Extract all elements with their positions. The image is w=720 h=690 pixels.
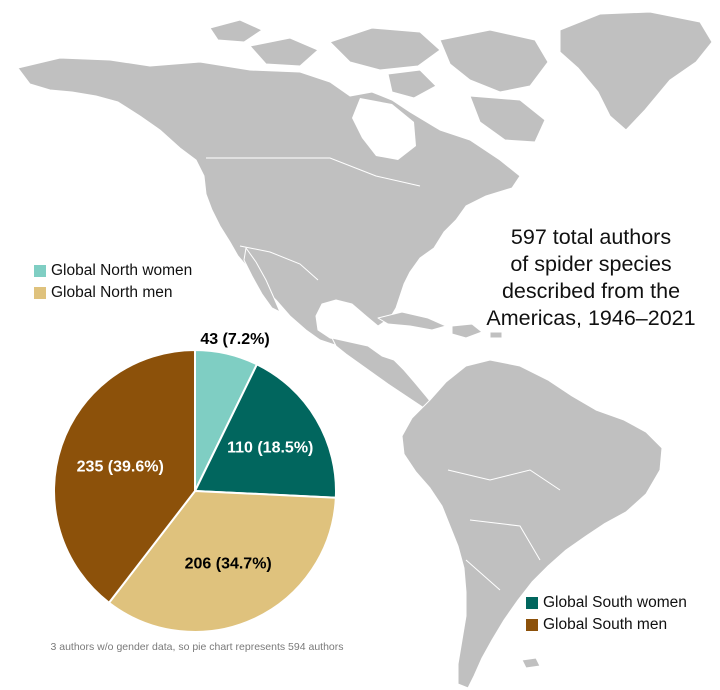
- central-america-shape: [331, 337, 435, 409]
- chart-title: 597 total authors of spider species desc…: [472, 224, 710, 332]
- pie-slice: [53, 348, 196, 605]
- pie-slice: [193, 362, 337, 499]
- pie-chart: 43 (7.2%) 110 (18.5%) 206 (34.7%) 235 (39.6…: [53, 331, 337, 633]
- title-line: Americas, 1946–2021: [486, 306, 696, 330]
- falklands-shape: [521, 657, 541, 669]
- legend-item: Global North women: [34, 260, 192, 282]
- title-line: 597 total authors: [510, 225, 672, 249]
- legend-label: Global South men: [543, 616, 668, 633]
- south-america-borders: [447, 469, 561, 591]
- baja-california-shape: [243, 247, 281, 313]
- arctic-island-shape: [439, 29, 549, 93]
- title-line: of spider species: [510, 252, 672, 276]
- legend-global-north: Global North women Global North men: [34, 260, 192, 304]
- legend-item: Global South women: [526, 592, 687, 614]
- legend-item: Global North men: [34, 282, 192, 304]
- legend-label: Global South women: [543, 594, 687, 611]
- arctic-island-shape: [387, 69, 437, 99]
- legend-global-south: Global South women Global South men: [526, 592, 687, 636]
- puerto-rico-shape: [489, 331, 503, 339]
- south-america-shape: [401, 359, 663, 689]
- legend-item: Global South men: [526, 614, 687, 636]
- us-canada-border: [206, 157, 421, 187]
- hudson-bay-shape: [352, 98, 416, 160]
- title-line: described from the: [501, 279, 681, 303]
- arctic-island-shape: [249, 37, 319, 67]
- legend-label: Global North men: [51, 284, 173, 301]
- arctic-island-shape: [469, 95, 546, 143]
- us-mexico-border: [239, 245, 319, 281]
- legend-swatch: [34, 287, 46, 299]
- legend-swatch: [526, 597, 538, 609]
- slice-label: 43 (7.2%): [200, 331, 269, 348]
- footnote: 3 authors w/o gender data, so pie chart …: [50, 641, 344, 653]
- slice-label: 206 (34.7%): [185, 556, 272, 573]
- arctic-island-shape: [209, 19, 263, 43]
- hispaniola-shape: [451, 323, 483, 339]
- legend-swatch: [34, 265, 46, 277]
- greenland-shape: [559, 11, 713, 131]
- legend-swatch: [526, 619, 538, 631]
- slice-label: 110 (18.5%): [227, 439, 313, 456]
- cuba-shape: [377, 311, 447, 331]
- pie-slice: [107, 489, 337, 633]
- legend-label: Global North women: [51, 262, 193, 279]
- arctic-island-shape: [329, 27, 441, 71]
- slice-label: 235 (39.6%): [77, 459, 164, 476]
